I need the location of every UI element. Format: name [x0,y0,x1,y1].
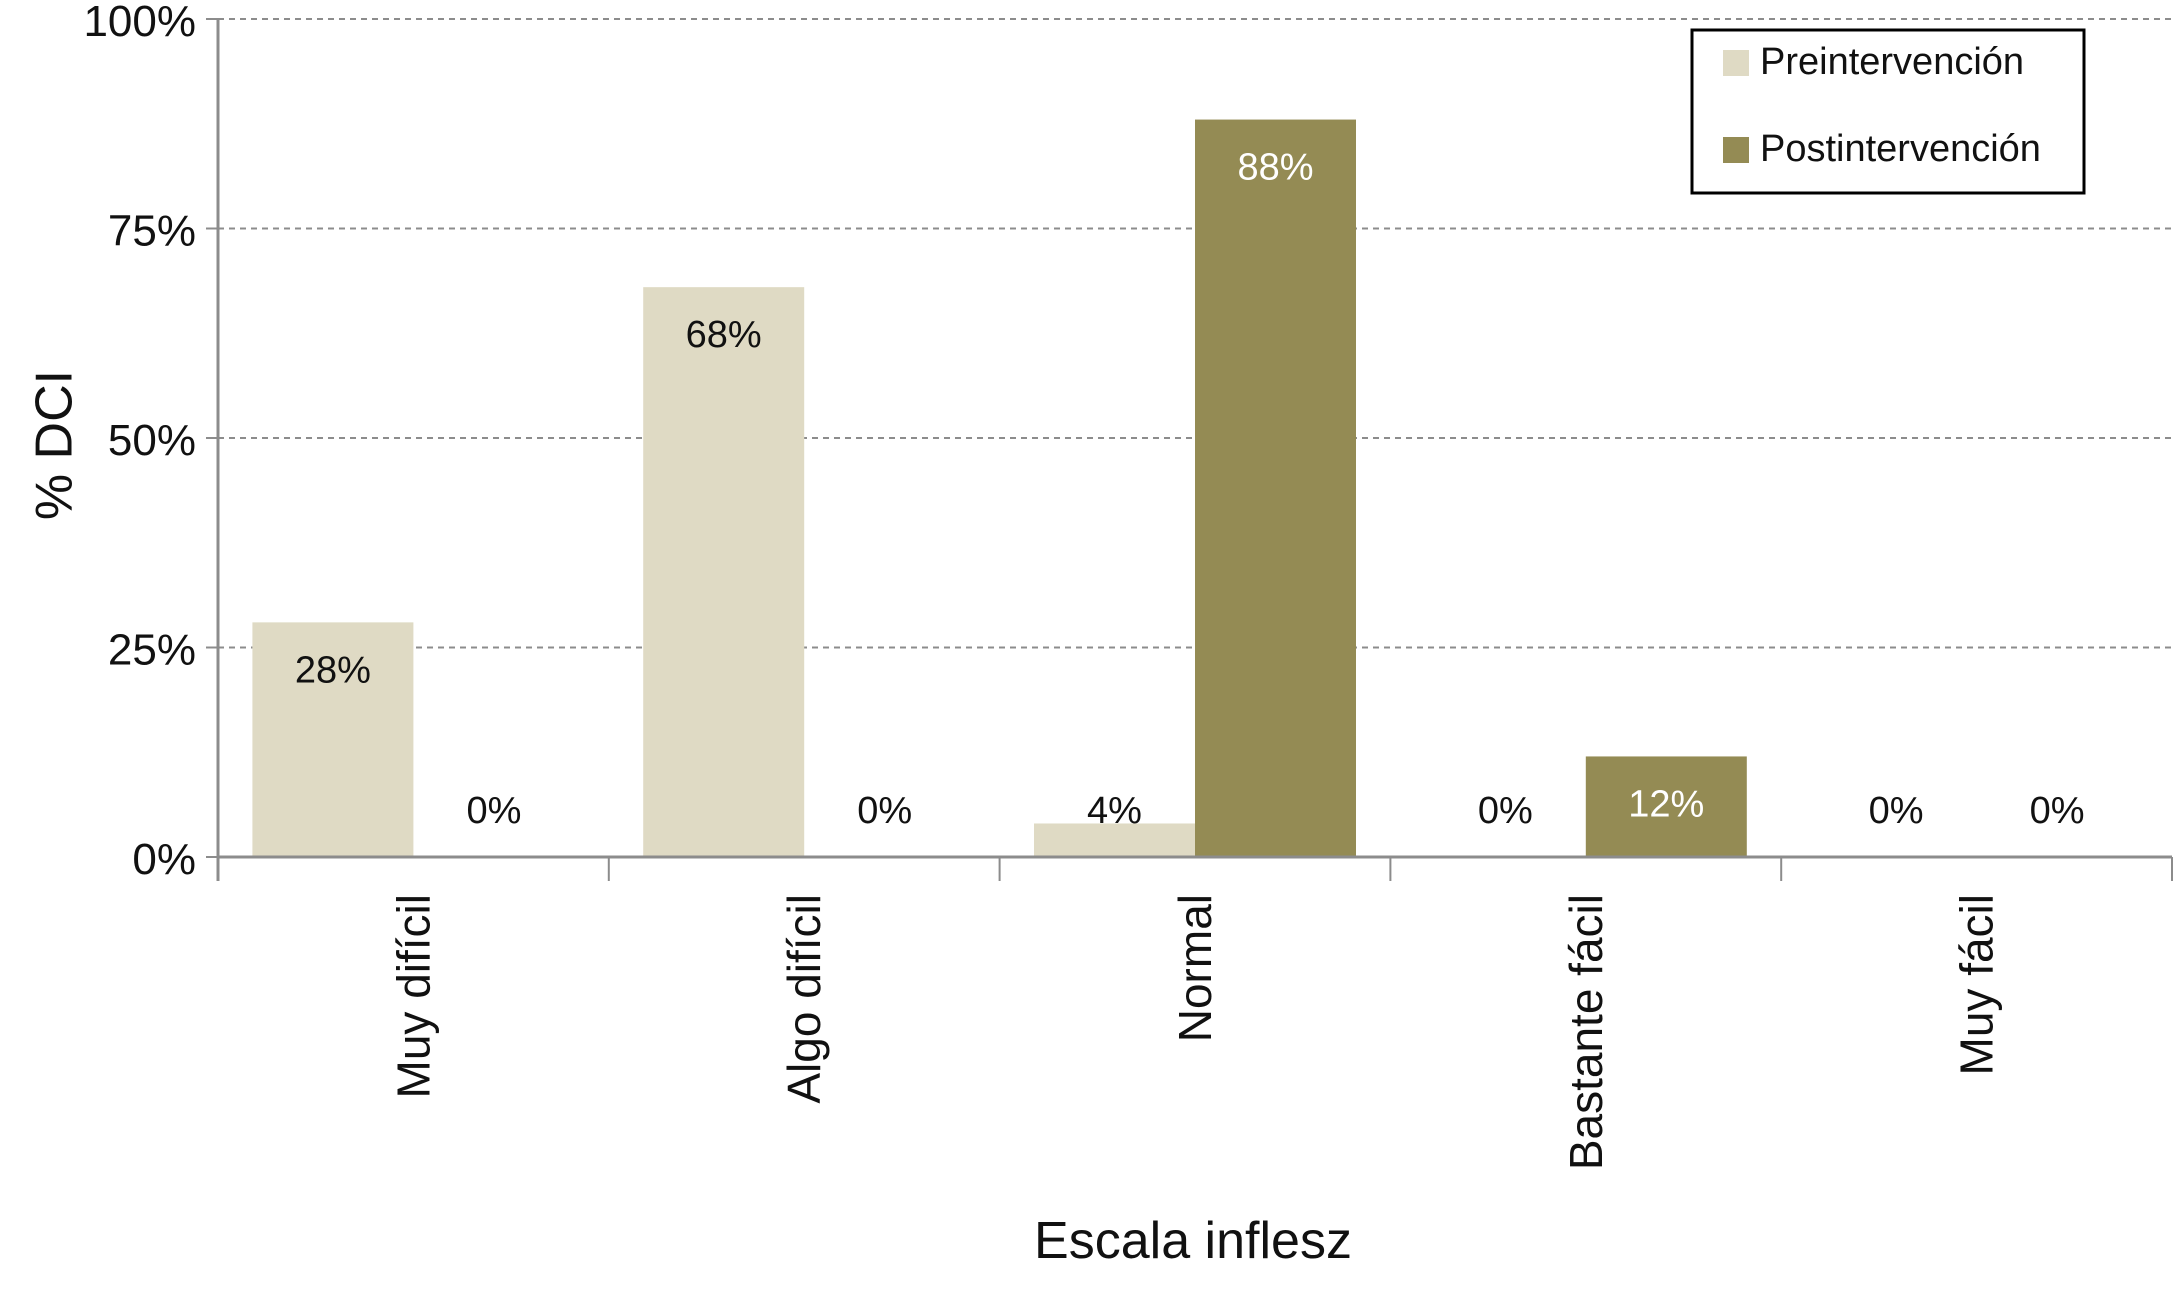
data-label: 68% [686,314,762,356]
y-tick-label: 75% [108,207,196,256]
data-labels: 28% 0% 68% 0% 4% 88% 0% 12% 0% 0% [295,147,2085,832]
data-label: 4% [1087,790,1142,832]
data-label: 12% [1628,783,1704,825]
bars [252,119,1747,857]
legend-swatch-postintervencion [1723,137,1749,163]
x-tick-label: Normal [1169,894,1221,1042]
y-tick-label: 0% [132,835,196,884]
x-tick-label: Algo difícil [778,894,830,1104]
data-label: 28% [295,649,371,691]
bar-preintervencion [643,287,805,857]
legend-label-postintervencion: Postintervención [1760,128,2041,170]
bar-preintervencion [252,622,414,857]
bar-postintervencion [1195,119,1356,857]
data-label: 0% [466,790,521,832]
y-tick-label: 100% [83,0,196,46]
y-tick-label: 50% [108,416,196,465]
data-label: 0% [857,790,912,832]
y-axis-label: % DCI [26,370,84,520]
axes: 0% 25% 50% 75% 100% Muy difícil Algo difícil No… [83,0,2173,1170]
legend: Preintervención Postintervención [1690,28,2086,195]
legend-label-preintervencion: Preintervención [1760,41,2024,83]
y-tick-label: 25% [108,626,196,675]
x-tick-label: Bastante fácil [1560,894,1612,1170]
data-label: 0% [2030,790,2085,832]
data-label: 88% [1237,147,1313,189]
legend-box [1690,28,2086,195]
x-tick-label: Muy difícil [387,894,439,1098]
data-label: 0% [1869,790,1924,832]
x-tick-label: Muy fácil [1951,894,2003,1075]
grid-lines [218,18,2172,649]
bar-preintervencion [1034,823,1195,857]
data-label: 0% [1478,790,1533,832]
legend-swatch-preintervencion [1723,50,1749,76]
x-axis-label: Escala inflesz [1034,1212,1352,1270]
bar-postintervencion [1585,756,1747,857]
